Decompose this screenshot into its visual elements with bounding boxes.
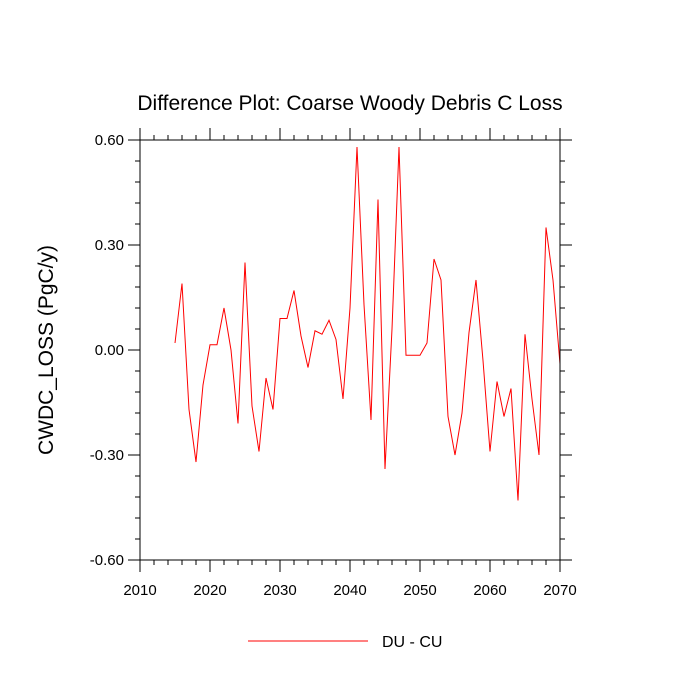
legend-label: DU - CU [382, 634, 442, 651]
y-axis-label: CWDC_LOSS (PgC/y) [35, 245, 58, 455]
series-line [174, 146, 561, 501]
x-tick-label: 2010 [123, 582, 156, 599]
y-tick-label: -0.60 [90, 552, 124, 569]
x-tick-label: 2050 [403, 582, 436, 599]
legend: DU - CU [248, 634, 442, 651]
series-lines [174, 146, 561, 501]
axis-tick-labels: 2010 2020 2030 2040 2050 2060 2070 -0.60 -0.30 0.… [90, 132, 577, 599]
x-tick-label: 2020 [193, 582, 226, 599]
y-tick-label: 0.60 [95, 132, 124, 149]
x-tick-label: 2070 [543, 582, 576, 599]
axis-ticks [128, 128, 572, 572]
plot-frame [139, 139, 561, 561]
x-tick-label: 2060 [473, 582, 506, 599]
y-tick-label: 0.30 [95, 237, 124, 254]
y-tick-label: -0.30 [90, 447, 124, 464]
x-tick-label: 2040 [333, 582, 366, 599]
y-tick-label: 0.00 [95, 342, 124, 359]
x-tick-label: 2030 [263, 582, 296, 599]
chart-title: Difference Plot: Coarse Woody Debris C L… [137, 92, 562, 115]
